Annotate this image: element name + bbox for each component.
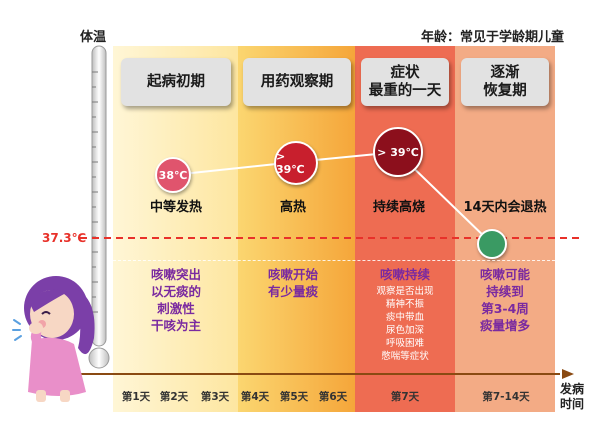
temp-circle-39-a: > 39℃ (274, 141, 318, 185)
age-note: 年龄：常见于学龄期儿童 (420, 30, 564, 45)
y-axis-label: 体温 (80, 30, 107, 45)
x-axis-label: 发病 时间 (560, 382, 585, 411)
time-axis-arrow (562, 369, 574, 379)
coughing-child-illustration (12, 268, 108, 404)
symptom-panel-top-line (113, 260, 555, 261)
thermometer-icon (86, 42, 112, 372)
fever-curve (172, 150, 491, 243)
stage-band-3 (355, 46, 455, 412)
symptom-peak: 咳嗽持续 (379, 267, 430, 282)
threshold-label: 37.3℃ (42, 231, 87, 245)
temp-circle-recovery (477, 229, 507, 259)
stage-band-1 (113, 46, 238, 412)
day-label-6: 第6天 (318, 391, 348, 403)
day-label-1: 第1天 (121, 391, 151, 403)
stage-band-2 (238, 46, 355, 412)
fever-text-early: 中等发热 (149, 200, 202, 215)
day-label-2: 第2天 (159, 391, 189, 403)
stage-title-recovery: 逐渐 恢复期 (461, 58, 549, 106)
stage-band-4 (455, 46, 555, 412)
fever-text-peak: 持续高烧 (372, 200, 425, 215)
symptom-peak-detail: 观察是否出现 精神不振 痰中带血 尿色加深 呼吸困难 憋喘等症状 (376, 286, 434, 362)
stage-title-early: 起病初期 (121, 58, 231, 106)
day-label-7: 第7天 (390, 391, 420, 403)
symptom-medication: 咳嗽开始 有少量痰 (267, 267, 318, 299)
day-label-3: 第3天 (200, 391, 230, 403)
symptom-early: 咳嗽突出 以无痰的 刺激性 干咳为主 (150, 267, 201, 333)
day-label-4: 第4天 (240, 391, 270, 403)
day-label-5: 第5天 (279, 391, 309, 403)
fever-text-recovery: 14天内会退热 (463, 200, 547, 215)
symptom-recovery: 咳嗽可能 持续到 第3-4周 痰量增多 (479, 267, 530, 333)
temp-circle-39-b: > 39℃ (373, 127, 423, 177)
stage-title-peak: 症状 最重的一天 (361, 58, 449, 106)
day-label-7-14: 第7-14天 (482, 391, 530, 403)
temp-circle-38: 38℃ (155, 157, 191, 193)
fever-text-medication: 高热 (279, 200, 306, 215)
stage-title-medication: 用药观察期 (243, 58, 351, 106)
